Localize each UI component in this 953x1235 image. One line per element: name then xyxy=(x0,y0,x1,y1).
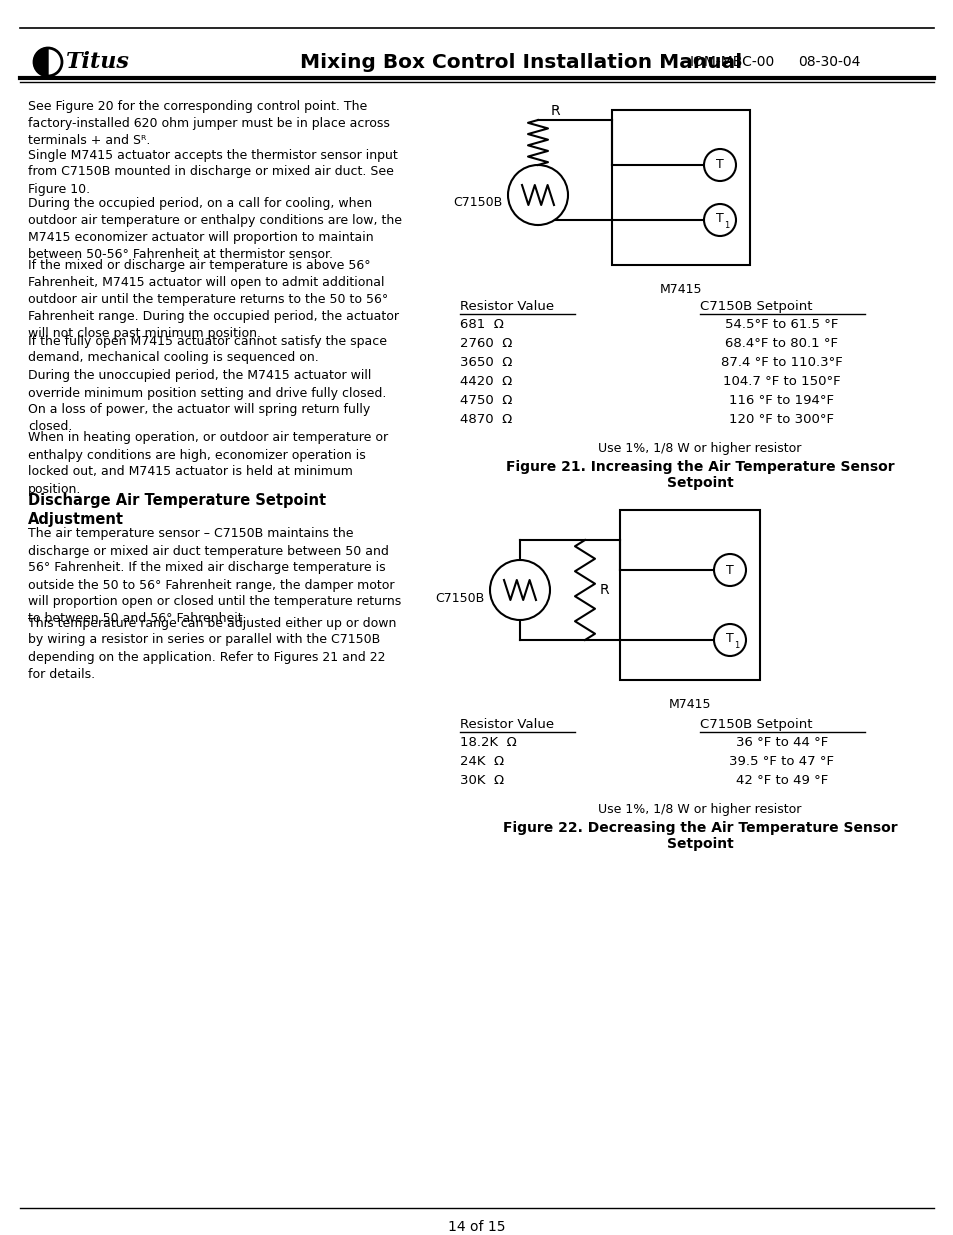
Text: During the occupied period, on a call for cooling, when
outdoor air temperature : During the occupied period, on a call fo… xyxy=(28,198,401,261)
Text: Setpoint: Setpoint xyxy=(666,475,733,490)
Circle shape xyxy=(490,559,550,620)
Text: Titus: Titus xyxy=(66,51,130,73)
Text: R: R xyxy=(551,104,560,119)
Text: Resistor Value: Resistor Value xyxy=(459,300,554,312)
Text: T: T xyxy=(725,631,733,645)
Text: 14 of 15: 14 of 15 xyxy=(448,1220,505,1234)
Text: 120 °F to 300°F: 120 °F to 300°F xyxy=(729,412,834,426)
Text: See Figure 20 for the corresponding control point. The
factory-installed 620 ohm: See Figure 20 for the corresponding cont… xyxy=(28,100,390,147)
Text: 42 °F to 49 °F: 42 °F to 49 °F xyxy=(735,774,827,787)
Text: 36 °F to 44 °F: 36 °F to 44 °F xyxy=(735,736,827,748)
Text: Use 1%, 1/8 W or higher resistor: Use 1%, 1/8 W or higher resistor xyxy=(598,803,801,816)
Text: Figure 22. Decreasing the Air Temperature Sensor: Figure 22. Decreasing the Air Temperatur… xyxy=(502,821,897,835)
Text: 68.4°F to 80.1 °F: 68.4°F to 80.1 °F xyxy=(724,337,838,350)
Circle shape xyxy=(507,165,567,225)
Text: 08-30-04: 08-30-04 xyxy=(797,56,860,69)
Text: 116 °F to 194°F: 116 °F to 194°F xyxy=(729,394,834,408)
Text: 4420  Ω: 4420 Ω xyxy=(459,375,512,388)
Text: 4750  Ω: 4750 Ω xyxy=(459,394,512,408)
Text: T: T xyxy=(716,158,723,172)
Text: 3650  Ω: 3650 Ω xyxy=(459,356,512,369)
Text: 1: 1 xyxy=(734,641,739,650)
Text: C7150B Setpoint: C7150B Setpoint xyxy=(700,300,812,312)
Text: IOM-MBC-00: IOM-MBC-00 xyxy=(689,56,775,69)
Circle shape xyxy=(713,555,745,585)
Text: Use 1%, 1/8 W or higher resistor: Use 1%, 1/8 W or higher resistor xyxy=(598,442,801,454)
Text: 87.4 °F to 110.3°F: 87.4 °F to 110.3°F xyxy=(720,356,842,369)
Text: C7150B: C7150B xyxy=(454,196,502,210)
Text: 2760  Ω: 2760 Ω xyxy=(459,337,512,350)
Text: Resistor Value: Resistor Value xyxy=(459,718,554,731)
Text: When in heating operation, or outdoor air temperature or
enthalpy conditions are: When in heating operation, or outdoor ai… xyxy=(28,431,388,495)
Text: During the unoccupied period, the M7415 actuator will
override minimum position : During the unoccupied period, the M7415 … xyxy=(28,369,386,433)
Bar xyxy=(612,110,749,266)
Text: 30K  Ω: 30K Ω xyxy=(459,774,503,787)
Text: 54.5°F to 61.5 °F: 54.5°F to 61.5 °F xyxy=(724,317,838,331)
Text: 18.2K  Ω: 18.2K Ω xyxy=(459,736,517,748)
Text: If the fully open M7415 actuator cannot satisfy the space
demand, mechanical coo: If the fully open M7415 actuator cannot … xyxy=(28,335,387,364)
Circle shape xyxy=(703,149,735,182)
Text: Figure 21. Increasing the Air Temperature Sensor: Figure 21. Increasing the Air Temperatur… xyxy=(505,459,893,474)
Text: 104.7 °F to 150°F: 104.7 °F to 150°F xyxy=(722,375,840,388)
Text: T: T xyxy=(725,563,733,577)
Text: M7415: M7415 xyxy=(659,283,701,296)
Circle shape xyxy=(703,204,735,236)
Text: C7150B Setpoint: C7150B Setpoint xyxy=(700,718,812,731)
Text: 39.5 °F to 47 °F: 39.5 °F to 47 °F xyxy=(729,755,834,768)
Text: If the mixed or discharge air temperature is above 56°
Fahrenheit, M7415 actuato: If the mixed or discharge air temperatur… xyxy=(28,259,398,340)
Text: M7415: M7415 xyxy=(668,698,711,711)
Text: 681  Ω: 681 Ω xyxy=(459,317,503,331)
Text: C7150B: C7150B xyxy=(436,592,484,604)
Polygon shape xyxy=(34,48,48,77)
Text: Single M7415 actuator accepts the thermistor sensor input
from C7150B mounted in: Single M7415 actuator accepts the thermi… xyxy=(28,148,397,195)
Text: Discharge Air Temperature Setpoint
Adjustment: Discharge Air Temperature Setpoint Adjus… xyxy=(28,494,326,527)
Bar xyxy=(619,510,760,680)
Text: This temperature range can be adjusted either up or down
by wiring a resistor in: This temperature range can be adjusted e… xyxy=(28,616,395,680)
Text: The air temperature sensor – C7150B maintains the
discharge or mixed air duct te: The air temperature sensor – C7150B main… xyxy=(28,527,401,625)
Text: R: R xyxy=(599,583,609,597)
Text: Mixing Box Control Installation Manual: Mixing Box Control Installation Manual xyxy=(299,53,741,72)
Text: 1: 1 xyxy=(723,221,729,230)
Text: 4870  Ω: 4870 Ω xyxy=(459,412,512,426)
Text: 24K  Ω: 24K Ω xyxy=(459,755,503,768)
Circle shape xyxy=(713,624,745,656)
Text: T: T xyxy=(716,211,723,225)
Text: Setpoint: Setpoint xyxy=(666,837,733,851)
